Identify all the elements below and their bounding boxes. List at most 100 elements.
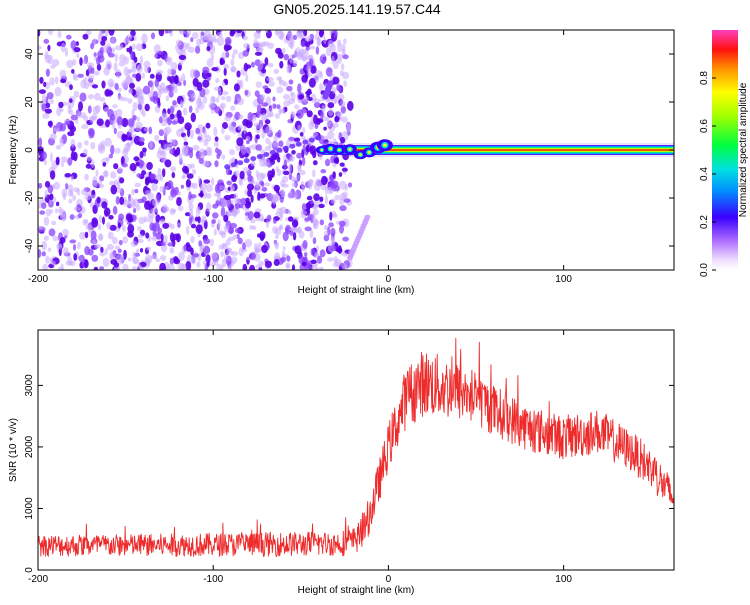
noise-speckle (283, 159, 287, 170)
noise-speckle (319, 83, 324, 92)
noise-speckle (247, 112, 253, 122)
noise-speckle (299, 170, 306, 176)
colorbar-tick-label: 0.6 (699, 119, 710, 133)
noise-speckle (278, 79, 285, 86)
noise-speckle (254, 51, 263, 56)
noise-speckle (73, 187, 80, 193)
noise-speckle (149, 73, 155, 79)
x-tick-label: -100 (203, 574, 223, 585)
noise-speckle (98, 215, 103, 223)
noise-speckle (190, 112, 196, 123)
noise-speckle (42, 93, 47, 103)
noise-speckle (49, 133, 57, 141)
noise-speckle (251, 180, 256, 185)
noise-speckle (169, 257, 174, 265)
noise-speckle (250, 194, 254, 203)
noise-speckle (154, 78, 159, 88)
noise-speckle (283, 38, 289, 44)
noise-speckle (73, 47, 81, 53)
noise-speckle (158, 30, 165, 37)
noise-speckle (98, 233, 104, 241)
y-tick-label: 3000 (24, 374, 35, 397)
noise-speckle (288, 163, 292, 174)
noise-speckle (223, 67, 227, 76)
noise-speckle (61, 188, 68, 198)
noise-speckle (239, 179, 244, 186)
noise-speckle (221, 90, 229, 96)
noise-speckle (324, 158, 331, 167)
noise-speckle (211, 219, 216, 224)
noise-speckle (64, 121, 71, 126)
noise-speckle (225, 95, 232, 103)
noise-speckle (144, 103, 150, 112)
noise-speckle (141, 170, 147, 176)
noise-speckle (106, 222, 111, 230)
snr-frame (37, 329, 675, 571)
x-tick-label: -100 (203, 274, 223, 285)
streak-blob (269, 149, 276, 155)
noise-speckle (137, 234, 144, 239)
noise-speckle (159, 255, 167, 261)
noise-speckle (323, 126, 327, 131)
noise-speckle (149, 96, 156, 102)
noise-speckle (292, 232, 297, 241)
noise-speckle (245, 119, 253, 129)
noise-speckle (135, 72, 142, 82)
noise-speckle (62, 228, 69, 237)
noise-speckle (103, 170, 109, 177)
noise-speckle (176, 196, 182, 207)
noise-speckle (202, 160, 210, 167)
noise-speckle (71, 59, 77, 66)
snr-panel: -200 -100 0 100 0 1000 2000 3000 Height of str… (8, 329, 675, 596)
noise-speckle (41, 251, 46, 257)
noise-speckle (197, 136, 202, 141)
noise-speckle (163, 234, 168, 245)
noise-speckle (280, 188, 285, 198)
noise-speckle (87, 62, 94, 69)
noise-speckle (317, 255, 323, 264)
noise-speckle (318, 30, 324, 38)
noise-speckle (123, 249, 127, 260)
noise-speckle (121, 133, 127, 142)
streak-blob (315, 135, 322, 141)
noise-speckle (338, 172, 343, 177)
noise-speckle (56, 243, 63, 250)
noise-speckle (183, 135, 187, 143)
noise-speckle (223, 194, 232, 201)
noise-speckle (254, 90, 260, 97)
noise-speckle (288, 227, 296, 232)
y-tick-label: 2000 (24, 435, 35, 458)
noise-speckle (313, 101, 321, 109)
noise-speckle (325, 67, 333, 77)
noise-speckle (150, 32, 156, 40)
noise-speckle (108, 30, 115, 36)
noise-speckle (71, 69, 75, 74)
noise-speckle (298, 230, 305, 239)
x-tick-label: 100 (555, 574, 572, 585)
noise-speckle (105, 119, 110, 128)
noise-speckle (231, 53, 235, 59)
noise-speckle (246, 140, 250, 145)
noise-speckle (156, 84, 163, 91)
noise-speckle (146, 161, 153, 171)
noise-speckle (253, 211, 261, 219)
noise-speckle (99, 251, 106, 257)
noise-speckle (44, 180, 51, 188)
noise-speckle (82, 218, 88, 226)
noise-speckle (323, 116, 330, 121)
noise-speckle (309, 229, 314, 239)
noise-speckle (283, 100, 291, 107)
noise-speckle (162, 150, 167, 158)
noise-speckle (296, 109, 304, 119)
noise-speckle (273, 258, 280, 267)
noise-speckle (191, 218, 196, 224)
noise-speckle (300, 41, 306, 48)
noise-speckle (218, 229, 223, 235)
noise-speckle (51, 260, 56, 266)
noise-speckle (185, 261, 192, 270)
noise-speckle (128, 132, 132, 138)
noise-speckle (263, 158, 271, 166)
noise-speckle (47, 44, 51, 52)
y-tick-label: 0 (24, 147, 35, 153)
noise-speckle (142, 85, 151, 95)
